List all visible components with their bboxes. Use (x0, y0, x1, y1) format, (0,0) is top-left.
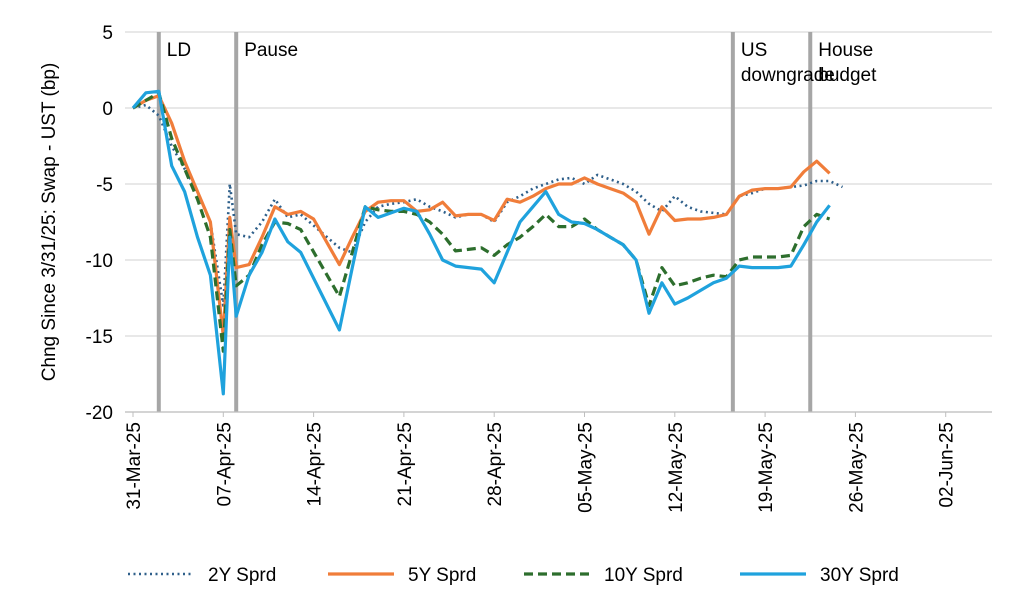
legend: 2Y Sprd 5Y Sprd 10Y Sprd 30Y Sprd (128, 565, 899, 586)
event-label: budget (818, 65, 877, 86)
event-label: Pause (244, 40, 298, 61)
legend-label: 2Y Sprd (208, 565, 276, 586)
series-line (132, 91, 831, 353)
y-tick-label: -15 (86, 327, 113, 348)
event-labels: LD Pause US downgrade House budget (167, 40, 877, 86)
x-tick-label: 05-May-25 (576, 422, 597, 513)
series-lines (131, 89, 844, 396)
event-label: US (741, 40, 767, 61)
x-tick-label: 19-May-25 (756, 422, 777, 513)
x-tick-label: 31-Mar-25 (124, 422, 145, 510)
x-tick-label: 28-Apr-25 (485, 422, 506, 507)
y-tick-label: -20 (86, 403, 113, 424)
y-tick-label: 0 (102, 99, 113, 120)
y-tick-label: -5 (96, 175, 113, 196)
event-markers (156, 32, 813, 412)
x-tick-label: 07-Apr-25 (214, 422, 235, 507)
x-tick-label: 21-Apr-25 (395, 422, 416, 507)
event-label: House (818, 40, 873, 61)
legend-label: 5Y Sprd (408, 565, 476, 586)
x-tick-label: 02-Jun-25 (937, 422, 958, 508)
legend-label: 10Y Sprd (604, 565, 683, 586)
axes: 5 0 -5 -10 -15 -20 31-Mar-25 07-Apr-25 14-Apr-25… (86, 23, 992, 513)
event-label: LD (167, 40, 191, 61)
y-axis-title: Chng Since 3/31/25: Swap - UST (bp) (39, 63, 60, 382)
x-tick-label: 26-May-25 (846, 422, 867, 513)
gridlines (125, 31, 992, 413)
series-line (132, 94, 831, 338)
y-tick-label: 5 (102, 23, 113, 44)
x-tick-label: 12-May-25 (666, 422, 687, 513)
legend-label: 30Y Sprd (820, 565, 899, 586)
y-tick-label: -10 (86, 251, 113, 272)
x-tick-label: 14-Apr-25 (305, 422, 326, 507)
series-line (131, 89, 831, 396)
event-label: downgrade (741, 65, 835, 86)
